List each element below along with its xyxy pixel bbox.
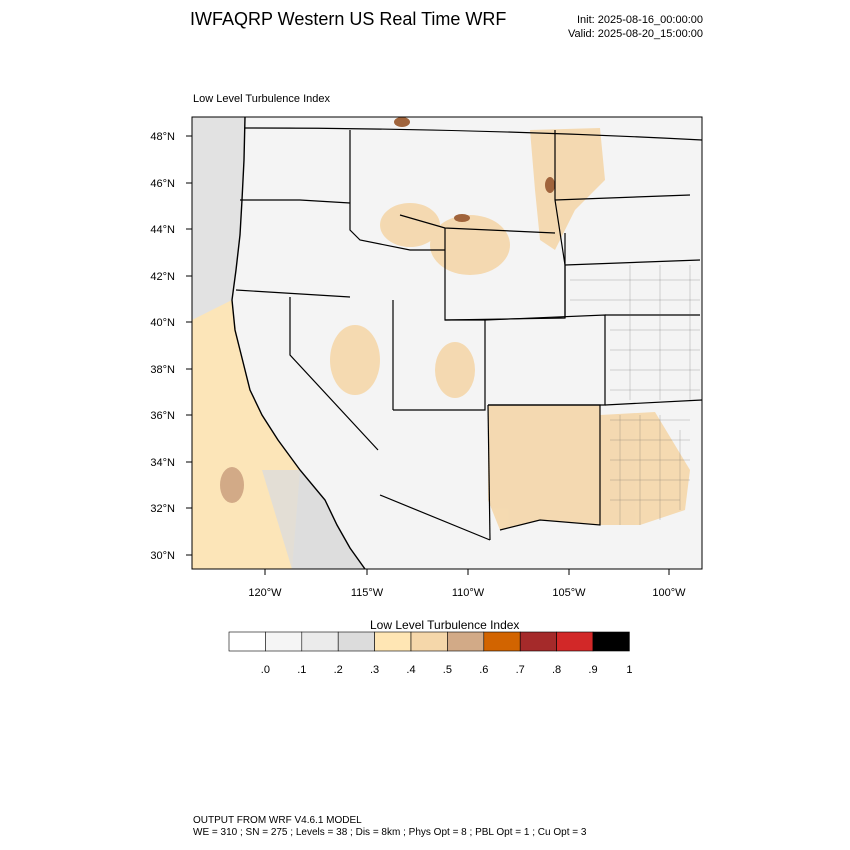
texas-patch (600, 412, 690, 525)
colorbar-box (519, 631, 557, 652)
plains-east-border (554, 130, 566, 318)
arizona-south (379, 494, 491, 541)
colorbar-title: Low Level Turbulence Index (370, 618, 520, 632)
plains-patch-north (530, 128, 605, 250)
footer-line-2: WE = 310 ; SN = 275 ; Levels = 38 ; Dis … (193, 827, 587, 838)
map-frame (191, 116, 703, 570)
us-canada-border (244, 127, 702, 141)
colorbar-box (301, 631, 339, 652)
colorbar-box (447, 631, 485, 652)
offshore-turbulence-core (220, 467, 244, 503)
model-footer: OUTPUT FROM WRF V4.6.1 MODEL WE = 310 ; … (193, 815, 586, 839)
county-grid-tx (610, 415, 690, 525)
nm-tx-border (488, 404, 601, 531)
colorbar-label: .3 (370, 664, 379, 676)
colorbar-label: .5 (443, 664, 452, 676)
colorbar-label: .6 (479, 664, 488, 676)
colorbar (228, 631, 630, 652)
lon-axis (264, 569, 670, 575)
map-panel (192, 117, 702, 569)
coastline (231, 117, 366, 569)
lat-label: 30°N (150, 550, 175, 562)
az-nm-border (487, 404, 491, 541)
montana-hotspot (545, 177, 555, 193)
lat-label: 46°N (150, 178, 175, 190)
turbulence-hotspots (394, 117, 555, 222)
lon-label: 120°W (248, 587, 282, 599)
rockies-patch (430, 215, 510, 275)
plot-title: IWFAQRP Western US Real Time WRF (190, 9, 507, 29)
lat-label: 44°N (150, 224, 175, 236)
colorbar-box (592, 631, 630, 652)
colorbar-box (556, 631, 594, 652)
colorbar-label: .4 (406, 664, 415, 676)
colorbar-label: .0 (261, 664, 270, 676)
wa-or-border (240, 199, 351, 204)
state-boundaries (235, 127, 702, 541)
oklahoma-border (604, 399, 702, 406)
county-lines (570, 265, 700, 525)
or-ca-nv-border (235, 289, 351, 298)
colorbar-box (483, 631, 521, 652)
north-border-hotspot (394, 117, 410, 127)
nevada-ca-border (289, 297, 379, 451)
lon-label: 105°W (552, 587, 586, 599)
dakotas-border (554, 194, 691, 201)
colorbar-box (374, 631, 412, 652)
lon-label: 100°W (652, 587, 686, 599)
lat-label: 38°N (150, 364, 175, 376)
colorbar-box (228, 631, 266, 652)
colorbar-box (337, 631, 375, 652)
lat-label: 42°N (150, 271, 175, 283)
idaho-east-border (349, 130, 445, 251)
colorado-patch (435, 342, 475, 398)
colorbar-box (265, 631, 303, 652)
footer-line-1: OUTPUT FROM WRF V4.6.1 MODEL (193, 815, 362, 826)
valid-time: Valid: 2025-08-20_15:00:00 (568, 28, 703, 40)
init-time: Init: 2025-08-16_00:00:00 (577, 14, 703, 26)
lon-label: 110°W (452, 587, 485, 599)
nevada-patch (330, 325, 380, 395)
colorbar-label: .9 (588, 664, 597, 676)
idaho-hotspot (454, 214, 470, 222)
offshore-gray-band (262, 470, 365, 569)
utah-colorado (393, 319, 486, 411)
lat-label: 40°N (150, 317, 175, 329)
county-grid-plains (570, 265, 700, 400)
lat-label: 36°N (150, 410, 175, 422)
lon-labels: 120°W 115°W 110°W 105°W 100°W (248, 587, 686, 599)
lon-label: 115°W (351, 587, 384, 599)
colorbar-label: .8 (552, 664, 561, 676)
southwest-patch (488, 405, 600, 530)
lat-label: 48°N (150, 131, 175, 143)
colorbar-label: .7 (516, 664, 525, 676)
idaho-patch (380, 203, 440, 247)
colorbar-labels: .0 .1 .2 .3 .4 .5 .6 .7 .8 .9 1 (261, 664, 633, 676)
turbulence-patches (330, 128, 690, 530)
lat-axis (186, 135, 192, 556)
variable-label: Low Level Turbulence Index (193, 93, 330, 105)
colorbar-label: 1 (626, 664, 632, 676)
colorbar-label: .2 (334, 664, 343, 676)
lat-label: 32°N (150, 503, 175, 515)
colorbar-label: .1 (297, 664, 306, 676)
lat-labels: 48°N 46°N 44°N 42°N 40°N 38°N 36°N 34°N … (150, 131, 175, 562)
nebraska-border (564, 259, 701, 266)
time-info: Init: 2025-08-16_00:00:00 Valid: 2025-08… (568, 13, 703, 41)
lat-label: 34°N (150, 457, 175, 469)
colorbar-box (410, 631, 448, 652)
